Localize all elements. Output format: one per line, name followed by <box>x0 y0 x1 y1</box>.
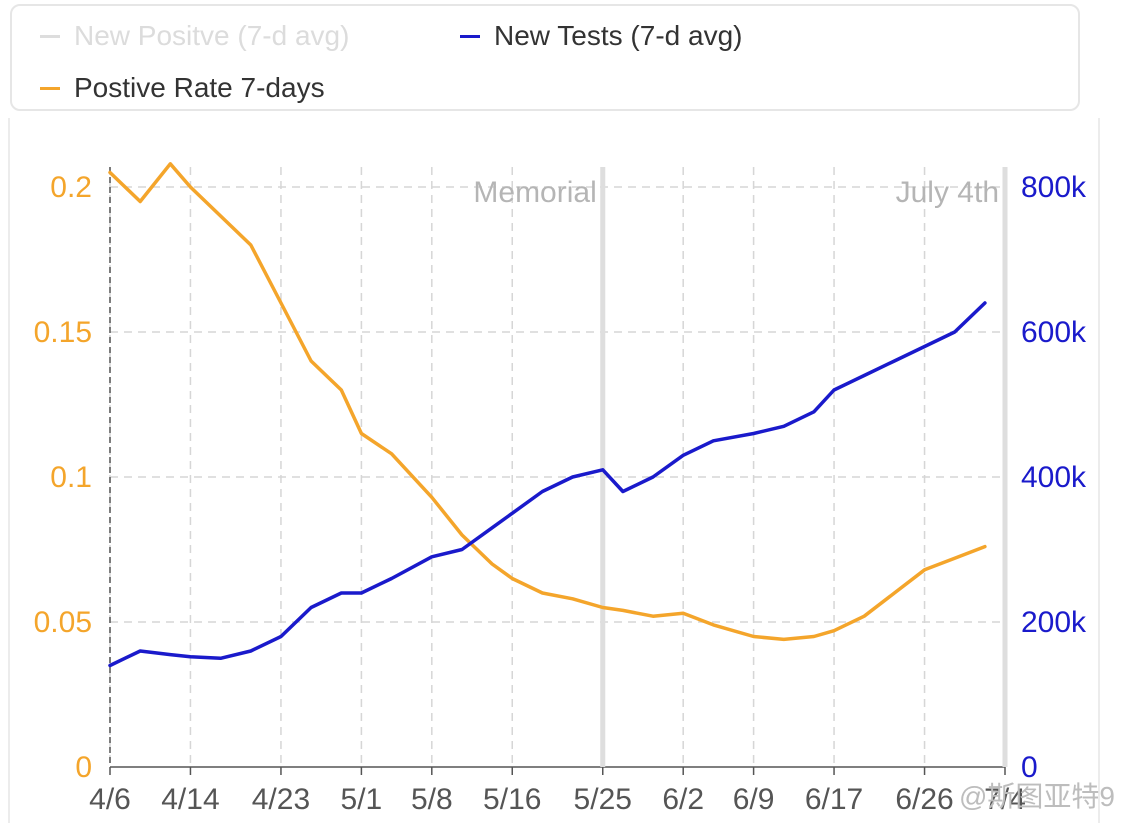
x-tick-label: 6/2 <box>662 783 704 816</box>
x-tick-label: 5/16 <box>483 783 541 816</box>
legend-item-new-positive[interactable]: New Positve (7-d avg) <box>40 20 349 52</box>
legend-label-new-tests: New Tests (7-d avg) <box>494 20 743 51</box>
x-tick-label: 5/8 <box>411 783 453 816</box>
y-left-tick-label: 0 <box>75 751 92 784</box>
y-left-tick-label: 0.1 <box>50 461 92 494</box>
y-right-tick-label: 800k <box>1021 171 1087 204</box>
x-tick-label: 7/4 <box>984 783 1026 816</box>
x-tick-label: 6/17 <box>805 783 863 816</box>
legend-swatch-new-positive <box>40 34 60 38</box>
y-left-tick-label: 0.05 <box>34 606 92 639</box>
y-right-tick-label: 200k <box>1021 606 1087 639</box>
series-line-positive-rate <box>108 162 987 642</box>
annotation-label: July 4th <box>896 176 999 209</box>
series-line-new-tests <box>108 301 987 668</box>
y-right-tick-label: 400k <box>1021 461 1087 494</box>
legend-label-new-positive: New Positve (7-d avg) <box>74 20 350 51</box>
legend-label-positive-rate: Postive Rate 7-days <box>74 72 325 103</box>
annotation-label: Memorial <box>473 176 596 209</box>
x-tick-label: 4/14 <box>161 783 219 816</box>
legend-swatch-positive-rate <box>40 86 60 90</box>
legend-item-positive-rate[interactable]: Postive Rate 7-days <box>40 72 325 104</box>
legend-swatch-new-tests <box>460 34 480 38</box>
x-tick-label: 5/25 <box>574 783 632 816</box>
watermark: @斯图亚特9 <box>959 781 1115 812</box>
legend-item-new-tests[interactable]: New Tests (7-d avg) <box>460 20 742 52</box>
panel-divider-left <box>8 118 10 823</box>
x-tick-label: 6/9 <box>733 783 775 816</box>
y-right-tick-label: 600k <box>1021 316 1087 349</box>
y-right-tick-label: 0 <box>1021 751 1038 784</box>
legend: New Positve (7-d avg) New Tests (7-d avg… <box>10 4 1080 111</box>
y-left-tick-label: 0.2 <box>50 171 92 204</box>
x-tick-label: 4/23 <box>252 783 310 816</box>
x-tick-label: 5/1 <box>341 783 383 816</box>
panel-divider-right <box>1098 118 1100 823</box>
x-tick-label: 6/26 <box>895 783 953 816</box>
x-tick-label: 4/6 <box>89 783 131 816</box>
y-left-tick-label: 0.15 <box>34 316 92 349</box>
